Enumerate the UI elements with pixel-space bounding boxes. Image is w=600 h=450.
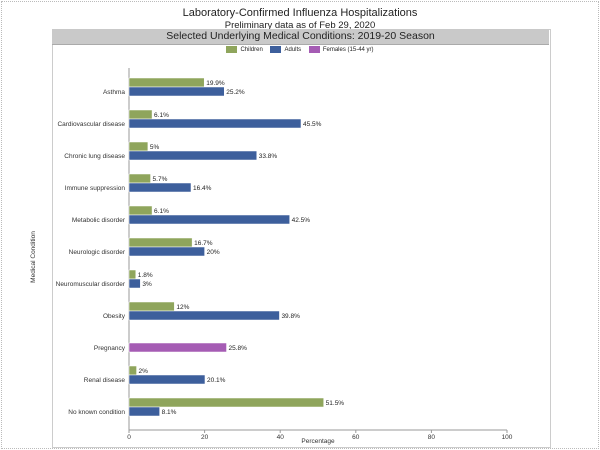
bar-adults (128, 310, 280, 321)
x-axis-label: Percentage (301, 438, 335, 445)
legend-label: Children (240, 46, 263, 53)
x-tick-label: 100 (502, 434, 513, 441)
legend-swatch-females (308, 46, 320, 53)
legend-item-adults[interactable]: Adults (270, 46, 301, 53)
x-tick-label: 40 (277, 434, 285, 441)
category-label: Obesity (103, 313, 126, 320)
data-label: 39.8% (281, 313, 300, 320)
bar-adults (128, 374, 206, 385)
legend-swatch-adults (270, 46, 282, 53)
legend-label: Females (15-44 yr) (322, 46, 374, 53)
bar-children (128, 301, 175, 312)
category-label: Metabolic disorder (72, 217, 126, 224)
data-label: 19.9% (206, 80, 225, 87)
bar-adults (128, 118, 302, 129)
bar-children (128, 205, 153, 216)
chart-section-title: Selected Underlying Medical Conditions: … (52, 29, 549, 45)
bar-children (128, 141, 149, 152)
category-label: Neuromuscular disorder (56, 281, 126, 288)
category-label: Immune suppression (65, 185, 126, 192)
legend-label: Adults (284, 46, 302, 53)
data-label: 5% (150, 144, 160, 151)
category-label: Pregnancy (94, 345, 126, 352)
bar-females (128, 342, 227, 353)
bar-adults (128, 246, 205, 257)
category-label: Chronic lung disease (64, 153, 125, 160)
data-label: 16.7% (194, 240, 213, 247)
legend-item-children[interactable]: Children (226, 46, 263, 53)
data-label: 6.1% (154, 112, 169, 119)
x-tick-label: 0 (127, 434, 131, 441)
data-label: 25.2% (226, 89, 245, 96)
bar-children (128, 397, 324, 408)
x-tick-label: 60 (352, 434, 360, 441)
legend-swatch-children (226, 46, 238, 53)
data-label: 51.5% (326, 400, 345, 407)
bar-adults (128, 278, 141, 289)
y-axis-label: Medical Condition (30, 231, 37, 283)
data-label: 20.1% (207, 377, 226, 384)
category-label: Renal disease (84, 377, 126, 384)
data-label: 6.1% (154, 208, 169, 215)
bar-adults (128, 150, 258, 161)
data-label: 1.8% (138, 272, 153, 279)
data-label: 8.1% (162, 409, 177, 416)
x-tick-label: 80 (428, 434, 436, 441)
bar-children (128, 365, 137, 376)
category-label: Neurologic disorder (69, 249, 126, 256)
bar-children (128, 237, 193, 248)
bar-adults (128, 86, 225, 97)
chart-subtitle: Preliminary data as of Feb 29, 2020 (224, 20, 376, 31)
data-label: 16.4% (193, 185, 212, 192)
data-label: 42.5% (292, 217, 311, 224)
data-label: 45.5% (303, 121, 322, 128)
data-label: 25.8% (229, 345, 248, 352)
bar-children (128, 269, 137, 280)
bar-children (128, 77, 205, 88)
data-label: 33.8% (259, 153, 278, 160)
category-label: Asthma (103, 89, 125, 96)
category-label: No known condition (68, 409, 125, 416)
legend-item-females[interactable]: Females (15-44 yr) (308, 46, 374, 53)
bar-children (128, 109, 153, 120)
bar-adults (128, 182, 192, 193)
bar-adults (128, 406, 160, 417)
chart-title: Laboratory-Confirmed Influenza Hospitali… (182, 7, 418, 19)
data-label: 3% (142, 281, 152, 288)
x-tick-label: 20 (201, 434, 209, 441)
data-label: 20% (207, 249, 220, 256)
bar-children (128, 173, 151, 184)
bar-adults (128, 214, 290, 225)
category-label: Cardiovascular disease (57, 121, 125, 128)
data-label: 2% (139, 368, 149, 375)
data-label: 12% (176, 304, 189, 311)
data-label: 5.7% (153, 176, 168, 183)
legend: Children Adults Females (15-44 yr) (0, 46, 600, 55)
